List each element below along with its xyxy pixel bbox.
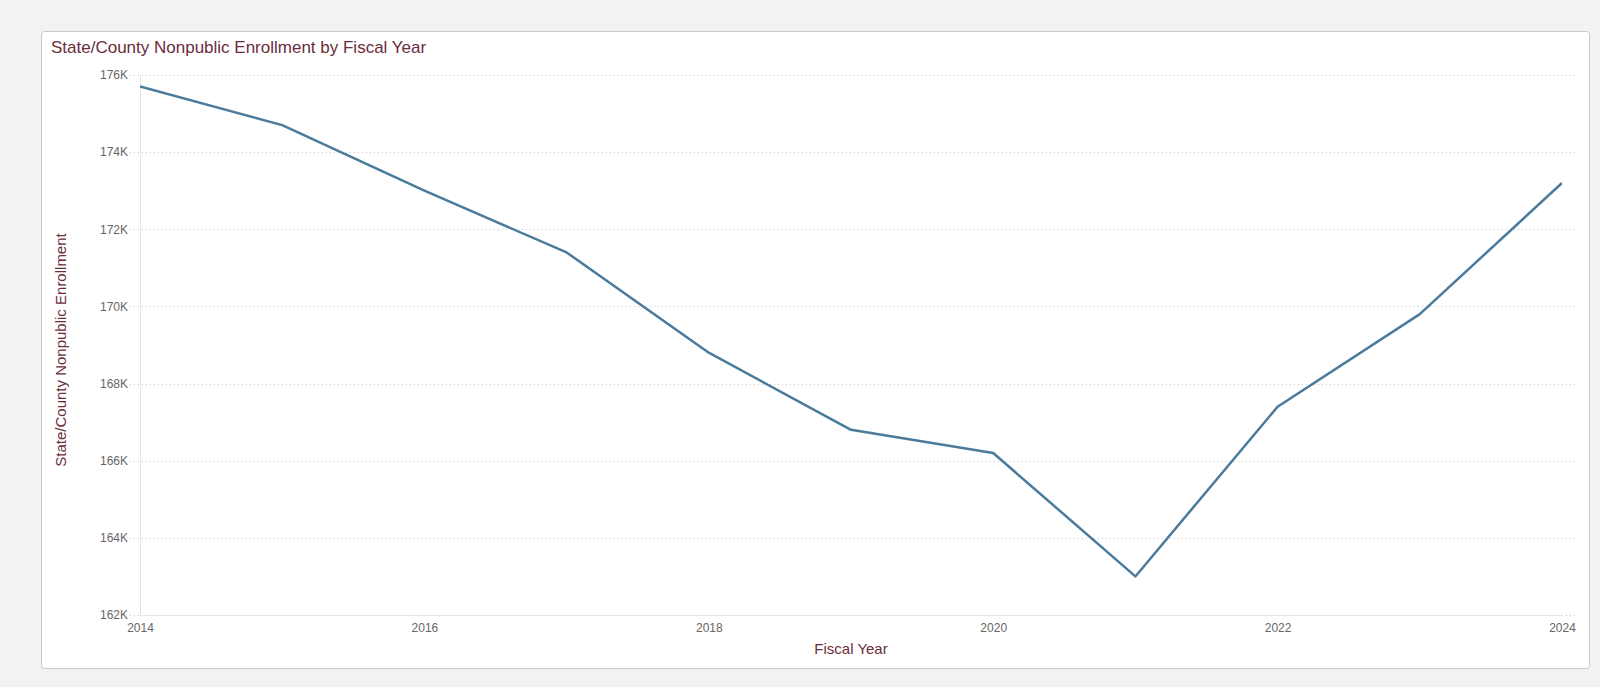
series-line[interactable] xyxy=(140,87,1562,577)
chart: State/County Nonpublic Enrollment by Fis… xyxy=(0,0,1600,687)
x-tick: 2016 xyxy=(412,615,439,635)
y-tick: 176K xyxy=(100,68,140,82)
y-tick-label: 176K xyxy=(100,68,128,82)
grid-line xyxy=(130,384,1577,385)
y-tick: 166K xyxy=(100,454,140,468)
y-tick-label: 162K xyxy=(100,608,128,622)
grid-line xyxy=(130,229,1577,230)
y-tick: 164K xyxy=(100,531,140,545)
y-axis-line xyxy=(140,76,141,616)
y-tick-label: 168K xyxy=(100,377,128,391)
y-axis-title: State/County Nonpublic Enrollment xyxy=(52,232,69,466)
x-tick: 2018 xyxy=(696,615,723,635)
y-tick: 170K xyxy=(100,300,140,314)
grid-line xyxy=(130,306,1577,307)
y-tick: 174K xyxy=(100,145,140,159)
grid-line xyxy=(130,75,1577,76)
x-tick: 2024 xyxy=(1549,615,1576,635)
x-axis: 2014 2016 2018 2020 2022 2024 xyxy=(127,615,1576,635)
y-tick-label: 166K xyxy=(100,454,128,468)
x-tick-label: 2024 xyxy=(1549,621,1576,635)
x-tick-label: 2022 xyxy=(1265,621,1292,635)
y-tick-label: 164K xyxy=(100,531,128,545)
y-tick-label: 172K xyxy=(100,223,128,237)
y-axis: 162K 164K 166K 168K 170K 172K 174K 176K xyxy=(100,68,141,622)
panel xyxy=(42,32,1590,669)
plot-area xyxy=(140,87,1562,577)
x-axis-line xyxy=(141,615,1563,616)
grid-line xyxy=(130,152,1577,153)
x-tick: 2014 xyxy=(127,615,154,635)
y-tick-label: 174K xyxy=(100,145,128,159)
x-tick-label: 2014 xyxy=(127,621,154,635)
x-tick-label: 2020 xyxy=(980,621,1007,635)
grid-line xyxy=(130,461,1577,462)
x-axis-title: Fiscal Year xyxy=(814,640,887,657)
grid xyxy=(130,76,1577,616)
y-tick: 168K xyxy=(100,377,140,391)
x-tick: 2020 xyxy=(980,615,1007,635)
title: State/County Nonpublic Enrollment by Fis… xyxy=(51,38,426,57)
grid-line xyxy=(130,538,1577,539)
x-tick-label: 2018 xyxy=(696,621,723,635)
grid-line xyxy=(130,615,1577,616)
y-tick-label: 170K xyxy=(100,300,128,314)
x-tick: 2022 xyxy=(1265,615,1292,635)
y-tick: 172K xyxy=(100,223,140,237)
x-tick-label: 2016 xyxy=(412,621,439,635)
